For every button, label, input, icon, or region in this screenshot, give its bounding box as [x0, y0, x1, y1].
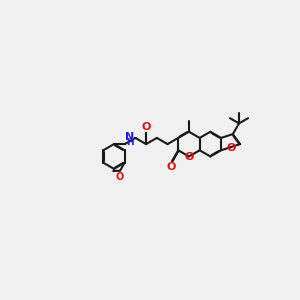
Text: N: N — [125, 132, 134, 142]
Text: O: O — [167, 163, 176, 172]
Text: O: O — [184, 152, 194, 162]
Text: O: O — [227, 143, 236, 153]
Text: O: O — [141, 122, 151, 132]
Text: O: O — [116, 172, 124, 182]
Text: H: H — [126, 137, 134, 146]
